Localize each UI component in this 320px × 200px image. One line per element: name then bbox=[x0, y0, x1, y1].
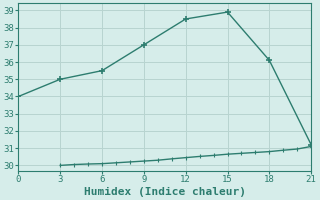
X-axis label: Humidex (Indice chaleur): Humidex (Indice chaleur) bbox=[84, 186, 246, 197]
